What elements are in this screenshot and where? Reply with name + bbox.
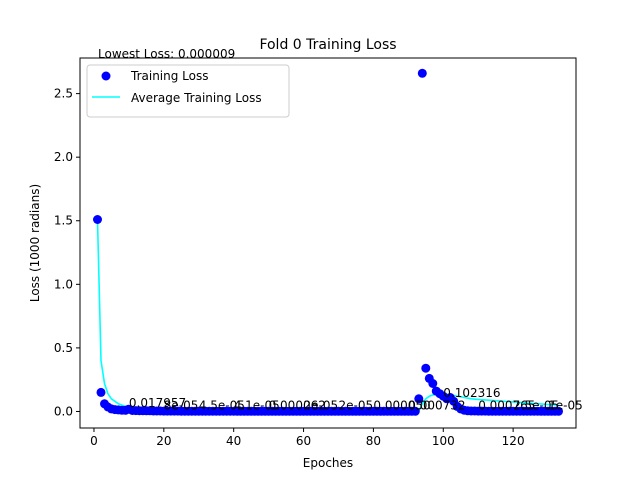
point-annotation: 0.017957 bbox=[129, 396, 186, 410]
legend-label-training-loss: Training Loss bbox=[130, 69, 208, 83]
point-annotation: 4.1e-05 bbox=[234, 399, 280, 413]
training-loss-point bbox=[554, 406, 563, 416]
x-tick-label: 0 bbox=[90, 434, 98, 448]
x-tick-label: 40 bbox=[226, 434, 241, 448]
y-tick-label: 1.0 bbox=[54, 277, 73, 291]
chart-title: Fold 0 Training Loss bbox=[259, 37, 396, 53]
x-axis-label: Epoches bbox=[303, 456, 353, 470]
training-loss-point bbox=[417, 68, 427, 78]
axis-ticks: 0 20 40 60 80 100 120 0.0 0.5 1.0 1.5 2.0 2.5 bbox=[54, 87, 525, 448]
training-loss-point bbox=[410, 406, 420, 416]
training-loss-point bbox=[421, 363, 431, 373]
point-annotation: 1e-05 bbox=[548, 399, 583, 413]
y-tick-label: 2.5 bbox=[54, 87, 73, 101]
y-tick-label: 1.5 bbox=[54, 214, 73, 228]
training-loss-point bbox=[93, 215, 102, 224]
point-annotation: 0.000062 bbox=[269, 399, 326, 413]
point-annotation: 0.000765 bbox=[478, 399, 535, 413]
training-loss-point bbox=[428, 379, 438, 388]
x-tick-label: 100 bbox=[432, 434, 455, 448]
y-tick-label: 0.5 bbox=[54, 341, 73, 355]
point-annotation: 4.5e-05 bbox=[199, 399, 245, 413]
point-annotation: 0.102316 bbox=[443, 386, 500, 400]
legend: Training Loss Average Training Loss bbox=[86, 64, 290, 118]
x-tick-label: 120 bbox=[502, 434, 525, 448]
y-axis-label: Loss (1000 radians) bbox=[28, 184, 42, 302]
training-loss-point bbox=[96, 387, 106, 397]
axes-frame bbox=[79, 57, 577, 429]
x-tick-label: 80 bbox=[366, 434, 381, 448]
point-annotation: 2.5e-05 bbox=[513, 399, 559, 413]
x-tick-label: 60 bbox=[296, 434, 311, 448]
point-annotation: 8e-05 bbox=[164, 399, 199, 413]
point-annotation: 2e-05 bbox=[304, 399, 339, 413]
plot-area bbox=[93, 68, 563, 416]
point-annotation: 0.000732 bbox=[408, 399, 465, 413]
legend-marker-training-loss bbox=[101, 71, 111, 81]
point-annotation: 0.000050 bbox=[373, 399, 430, 413]
x-tick-label: 20 bbox=[156, 434, 171, 448]
legend-label-average-loss: Average Training Loss bbox=[131, 91, 262, 105]
y-tick-label: 2.0 bbox=[54, 150, 73, 164]
y-tick-label: 0.0 bbox=[54, 404, 73, 418]
training-loss-point bbox=[414, 394, 424, 404]
legend-box bbox=[86, 64, 290, 118]
lowest-loss-label: Lowest Loss: 0.000009 bbox=[98, 47, 235, 61]
point-annotation: 2e-05 bbox=[339, 399, 374, 413]
